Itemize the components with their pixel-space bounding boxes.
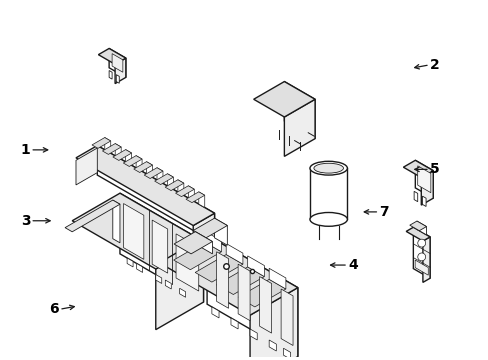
Polygon shape — [104, 138, 110, 153]
Polygon shape — [422, 196, 425, 207]
Text: 3: 3 — [20, 214, 30, 228]
Polygon shape — [416, 221, 426, 235]
Polygon shape — [283, 348, 290, 359]
Polygon shape — [109, 71, 112, 79]
Polygon shape — [268, 268, 285, 289]
Polygon shape — [185, 192, 204, 203]
Text: 5: 5 — [429, 162, 439, 176]
Polygon shape — [112, 54, 122, 72]
Polygon shape — [238, 279, 285, 307]
Polygon shape — [409, 221, 426, 231]
Polygon shape — [406, 227, 429, 241]
Polygon shape — [165, 180, 183, 190]
Polygon shape — [413, 191, 417, 202]
Polygon shape — [195, 232, 212, 254]
Polygon shape — [115, 58, 125, 84]
Polygon shape — [214, 218, 227, 245]
Text: 4: 4 — [347, 258, 357, 272]
Polygon shape — [174, 232, 212, 254]
Polygon shape — [152, 220, 167, 273]
Text: 2: 2 — [429, 58, 439, 72]
Polygon shape — [247, 256, 264, 276]
Circle shape — [417, 253, 425, 261]
Ellipse shape — [313, 163, 343, 173]
Polygon shape — [253, 82, 314, 117]
Polygon shape — [259, 276, 271, 333]
Polygon shape — [97, 145, 214, 243]
Polygon shape — [178, 180, 183, 195]
Polygon shape — [157, 168, 163, 184]
Polygon shape — [414, 260, 427, 275]
Polygon shape — [98, 49, 125, 64]
Polygon shape — [216, 252, 228, 308]
Polygon shape — [154, 174, 173, 185]
Polygon shape — [159, 235, 297, 315]
Polygon shape — [134, 162, 152, 172]
Circle shape — [417, 239, 425, 247]
Polygon shape — [284, 82, 314, 139]
Polygon shape — [204, 231, 221, 252]
Polygon shape — [268, 340, 276, 351]
Polygon shape — [211, 307, 219, 318]
Polygon shape — [167, 174, 173, 189]
Polygon shape — [216, 267, 264, 294]
Polygon shape — [76, 145, 214, 225]
Ellipse shape — [309, 161, 346, 175]
Polygon shape — [195, 255, 243, 282]
Polygon shape — [136, 156, 142, 171]
Polygon shape — [123, 156, 142, 166]
Polygon shape — [284, 99, 314, 156]
Polygon shape — [173, 242, 221, 270]
Polygon shape — [113, 200, 120, 243]
Polygon shape — [249, 288, 297, 360]
Polygon shape — [165, 280, 171, 289]
Polygon shape — [136, 264, 142, 273]
Polygon shape — [146, 162, 152, 177]
Polygon shape — [109, 49, 125, 77]
Polygon shape — [403, 160, 432, 177]
Polygon shape — [207, 235, 297, 356]
Polygon shape — [176, 234, 198, 291]
Polygon shape — [92, 138, 110, 148]
Polygon shape — [115, 144, 121, 159]
Polygon shape — [417, 166, 430, 193]
Polygon shape — [193, 218, 227, 238]
Text: 6: 6 — [49, 302, 59, 316]
Polygon shape — [123, 203, 143, 259]
Polygon shape — [188, 186, 194, 202]
Polygon shape — [281, 289, 292, 346]
Polygon shape — [421, 171, 432, 205]
Polygon shape — [198, 192, 204, 208]
Polygon shape — [65, 200, 120, 232]
Polygon shape — [179, 288, 185, 297]
Text: 7: 7 — [379, 205, 388, 219]
Polygon shape — [116, 75, 119, 83]
Polygon shape — [422, 237, 429, 282]
Text: 1: 1 — [20, 143, 30, 157]
Polygon shape — [113, 150, 131, 161]
Polygon shape — [72, 193, 203, 269]
Polygon shape — [238, 264, 249, 321]
Polygon shape — [414, 160, 432, 198]
Polygon shape — [125, 150, 131, 165]
Ellipse shape — [309, 212, 346, 226]
Polygon shape — [249, 329, 257, 340]
Polygon shape — [156, 275, 162, 283]
Polygon shape — [175, 186, 194, 197]
Polygon shape — [144, 168, 163, 179]
Polygon shape — [193, 213, 214, 255]
Polygon shape — [127, 258, 133, 267]
Polygon shape — [230, 318, 238, 329]
Polygon shape — [120, 193, 203, 302]
Polygon shape — [412, 227, 429, 278]
Polygon shape — [156, 242, 203, 330]
Polygon shape — [226, 243, 243, 264]
Polygon shape — [76, 148, 97, 185]
Polygon shape — [102, 144, 121, 154]
